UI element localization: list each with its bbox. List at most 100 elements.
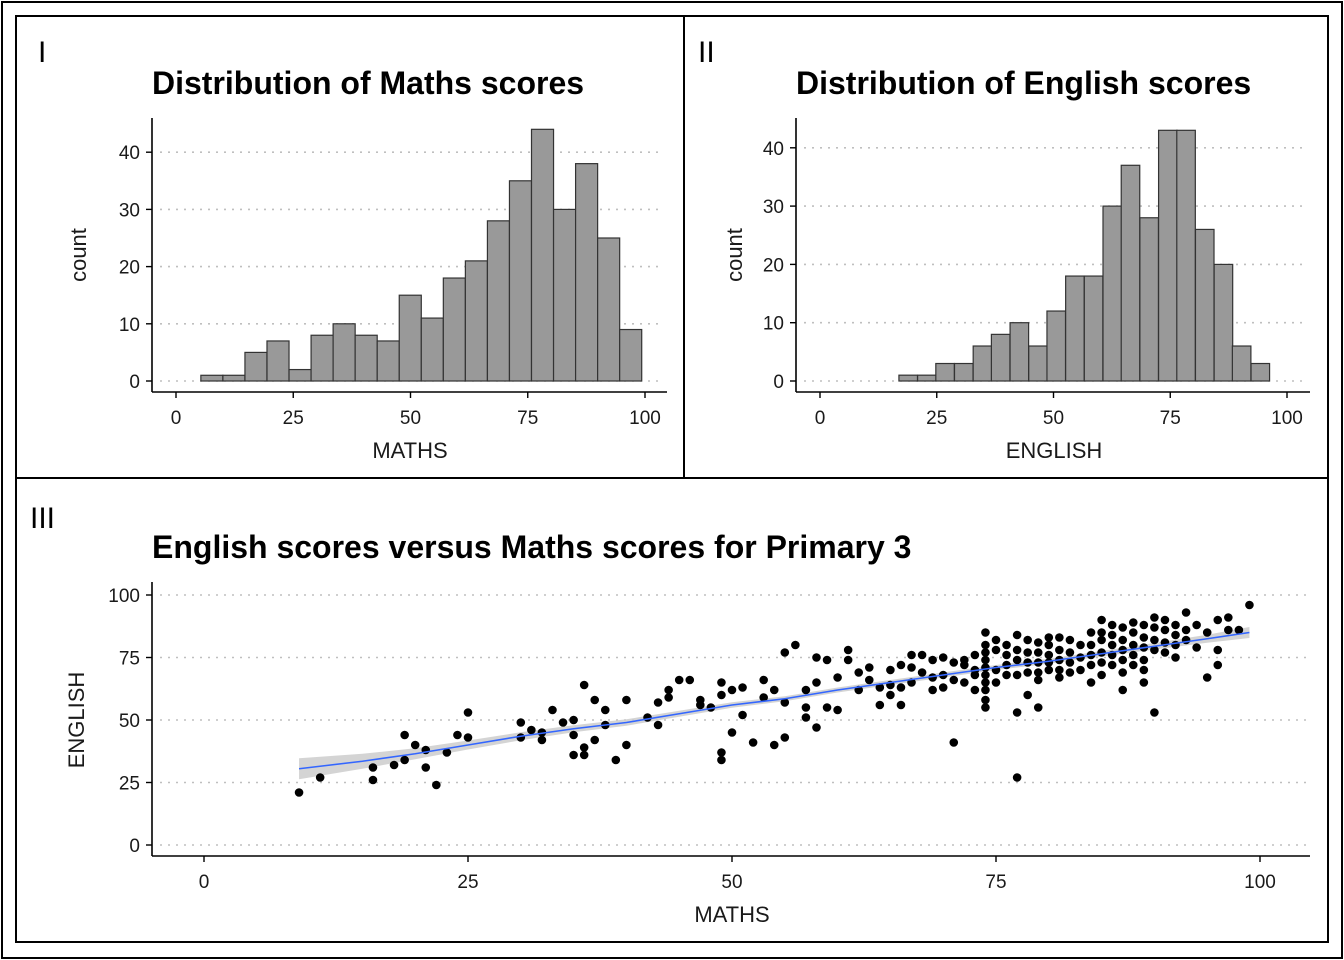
english-histogram-bars <box>898 129 1271 382</box>
y-tick-label: 100 <box>108 586 140 607</box>
x-tick-label: 50 <box>1043 408 1064 429</box>
scatter-point <box>1171 640 1180 650</box>
scatter-point <box>1086 640 1096 650</box>
maths-histogram-bar <box>530 128 555 382</box>
scatter-point <box>1181 625 1191 635</box>
maths-histogram-bar <box>420 317 444 382</box>
scatter-point <box>1065 668 1075 677</box>
scatter-points <box>294 600 1254 797</box>
scatter-point <box>1118 668 1128 677</box>
scatter-point <box>1086 660 1096 670</box>
scatter-point <box>1150 635 1159 645</box>
scatter-point <box>1202 673 1212 682</box>
y-tick-label: 0 <box>773 372 784 393</box>
scatter-point <box>579 680 589 690</box>
scatter-point <box>1150 645 1159 655</box>
scatter-point <box>886 665 895 675</box>
scatter-point <box>664 685 673 695</box>
scatter-point <box>516 718 526 727</box>
scatter-point <box>1097 658 1106 667</box>
y-tick-label: 20 <box>763 255 784 276</box>
scatter-point <box>812 723 821 732</box>
scatter-point <box>833 673 842 682</box>
scatter-point <box>769 685 779 695</box>
scatter-point <box>1033 638 1043 647</box>
scatter-point <box>981 678 990 687</box>
scatter-point <box>1139 633 1149 642</box>
scatter-point <box>643 713 652 722</box>
scatter-point <box>1118 685 1128 695</box>
english-histogram-bar <box>1250 362 1271 382</box>
scatter-point <box>981 670 990 680</box>
scatter-point <box>738 683 747 692</box>
x-tick-label: 75 <box>985 872 1006 893</box>
smooth-confidence-band <box>299 627 1250 780</box>
scatter-point <box>812 678 821 687</box>
y-tick-label: 30 <box>763 197 784 218</box>
scatter-point <box>1107 640 1117 650</box>
scatter-point <box>991 635 1001 645</box>
scatter-point <box>1044 665 1054 675</box>
scatter-point <box>1055 633 1064 642</box>
english-histogram-bar <box>1046 310 1067 382</box>
scatter-point <box>801 703 811 712</box>
english-histogram-bar <box>972 345 993 382</box>
maths-histogram-bars <box>200 128 643 382</box>
scatter-point <box>537 735 547 745</box>
scatter-point <box>1181 635 1191 645</box>
y-tick-label: 0 <box>129 372 140 393</box>
scatter-point <box>1012 655 1022 665</box>
panel-2-tag: II <box>698 36 715 69</box>
scatter-point <box>864 675 874 685</box>
scatter-point <box>822 703 832 712</box>
english-histogram-xlabel: ENGLISH <box>1006 438 1103 463</box>
scatter-point <box>960 660 969 670</box>
scatter-point <box>1150 708 1159 717</box>
scatter-point <box>1107 630 1117 640</box>
english-histogram-bar <box>1120 164 1141 382</box>
scatter-point <box>928 673 937 682</box>
x-tick-label: 75 <box>517 408 538 429</box>
scatter-point <box>1107 660 1117 670</box>
scatter-point <box>981 648 990 657</box>
scatter-point <box>1033 648 1043 657</box>
scatter-point <box>1012 708 1022 717</box>
scatter-point <box>801 685 811 695</box>
scatter-point <box>1139 620 1149 630</box>
scatter-point <box>759 693 768 702</box>
english-histogram-bar <box>1231 345 1252 382</box>
scatter-point <box>1012 630 1022 640</box>
scatter-point <box>432 780 441 790</box>
scatter-point <box>1086 628 1096 637</box>
scatter-point <box>1224 613 1233 622</box>
scatter-point <box>981 655 990 665</box>
scatter-point <box>421 763 431 772</box>
scatter-point <box>1192 643 1201 652</box>
scatter-point <box>1128 628 1138 637</box>
scatter-point <box>569 750 578 760</box>
scatter-point <box>854 668 864 677</box>
scatter-point <box>1213 645 1223 655</box>
y-tick-label: 40 <box>763 139 784 160</box>
scatter-point <box>1044 640 1054 650</box>
y-tick-label: 10 <box>763 314 784 335</box>
y-tick-label: 0 <box>129 836 140 857</box>
scatter-xlabel: MATHS <box>694 902 769 927</box>
scatter-point <box>1118 655 1128 665</box>
scatter-point <box>981 663 990 672</box>
scatter-point <box>453 730 462 740</box>
scatter-point <box>907 663 916 672</box>
scatter-axes: 0 25 50 75 100 0 25 50 75 100 <box>108 582 1310 893</box>
scatter-point <box>938 683 948 692</box>
scatter-point <box>938 653 948 662</box>
scatter-point <box>315 773 325 782</box>
scatter-point <box>1033 668 1043 677</box>
scatter-point <box>527 725 536 735</box>
y-tick-label: 30 <box>119 200 140 221</box>
scatter-point <box>1128 660 1138 670</box>
x-tick-label: 25 <box>926 408 947 429</box>
maths-histogram-bar <box>222 374 246 382</box>
scatter-point <box>579 750 589 760</box>
scatter-point <box>622 740 631 750</box>
